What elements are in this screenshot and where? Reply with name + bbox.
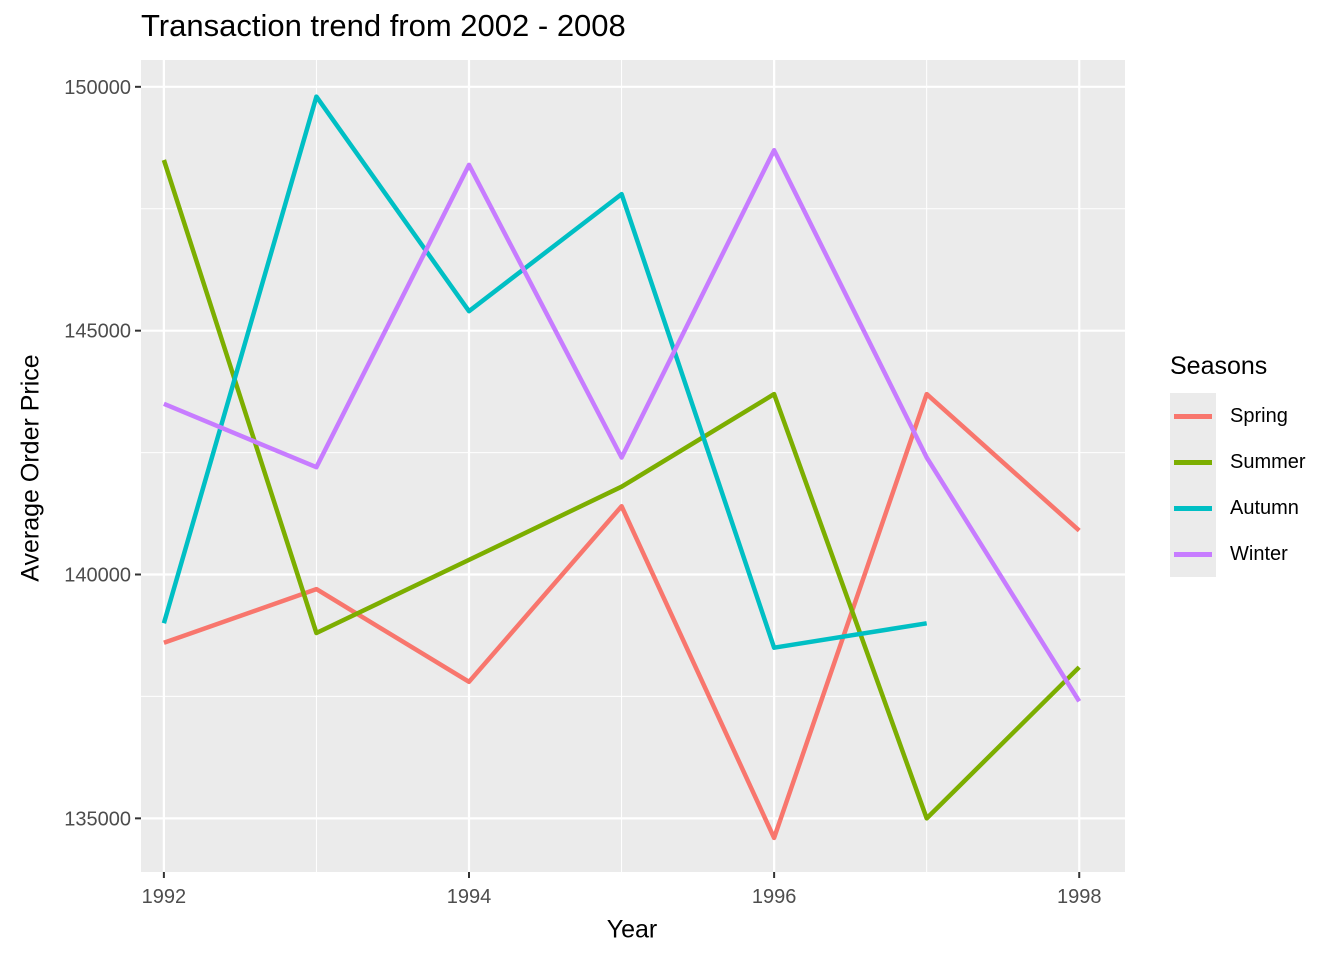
legend-label: Winter [1230,542,1288,565]
x-tick-label: 1998 [1057,886,1102,908]
legend-key [1170,439,1216,485]
legend: Seasons Spring Summer Autumn Winter [1170,352,1306,577]
x-tick-label: 1994 [447,886,492,908]
y-tick-label: 150000 [64,77,131,99]
legend-label: Autumn [1230,496,1299,519]
legend-label: Spring [1230,404,1288,427]
series-line-autumn [161,94,928,650]
legend-key [1170,531,1216,577]
legend-swatch [1174,460,1212,465]
legend-key [1170,393,1216,439]
legend-label: Summer [1230,450,1306,473]
legend-key [1170,485,1216,531]
x-tick-label: 1992 [142,886,187,908]
series-line-winter [163,147,1082,703]
legend-item-autumn: Autumn [1170,485,1306,531]
legend-item-winter: Winter [1170,531,1306,577]
y-tick-label: 145000 [64,321,131,343]
x-tick-label: 1996 [752,886,797,908]
series-line-spring [163,391,1081,841]
legend-title: Seasons [1170,352,1268,380]
panel-background [141,60,1125,872]
chart-title: Transaction trend from 2002 - 2008 [141,8,626,43]
legend-item-summer: Summer [1170,439,1306,485]
legend-item-spring: Spring [1170,393,1306,439]
y-tick-label: 135000 [64,808,131,830]
y-axis-label: Average Order Price [16,354,45,582]
series-line-summer [161,159,1081,821]
y-tick-label: 140000 [64,565,131,587]
legend-swatch [1174,506,1212,511]
legend-swatch [1174,552,1212,557]
x-axis-label: Year [606,915,658,944]
legend-swatch [1174,414,1212,419]
